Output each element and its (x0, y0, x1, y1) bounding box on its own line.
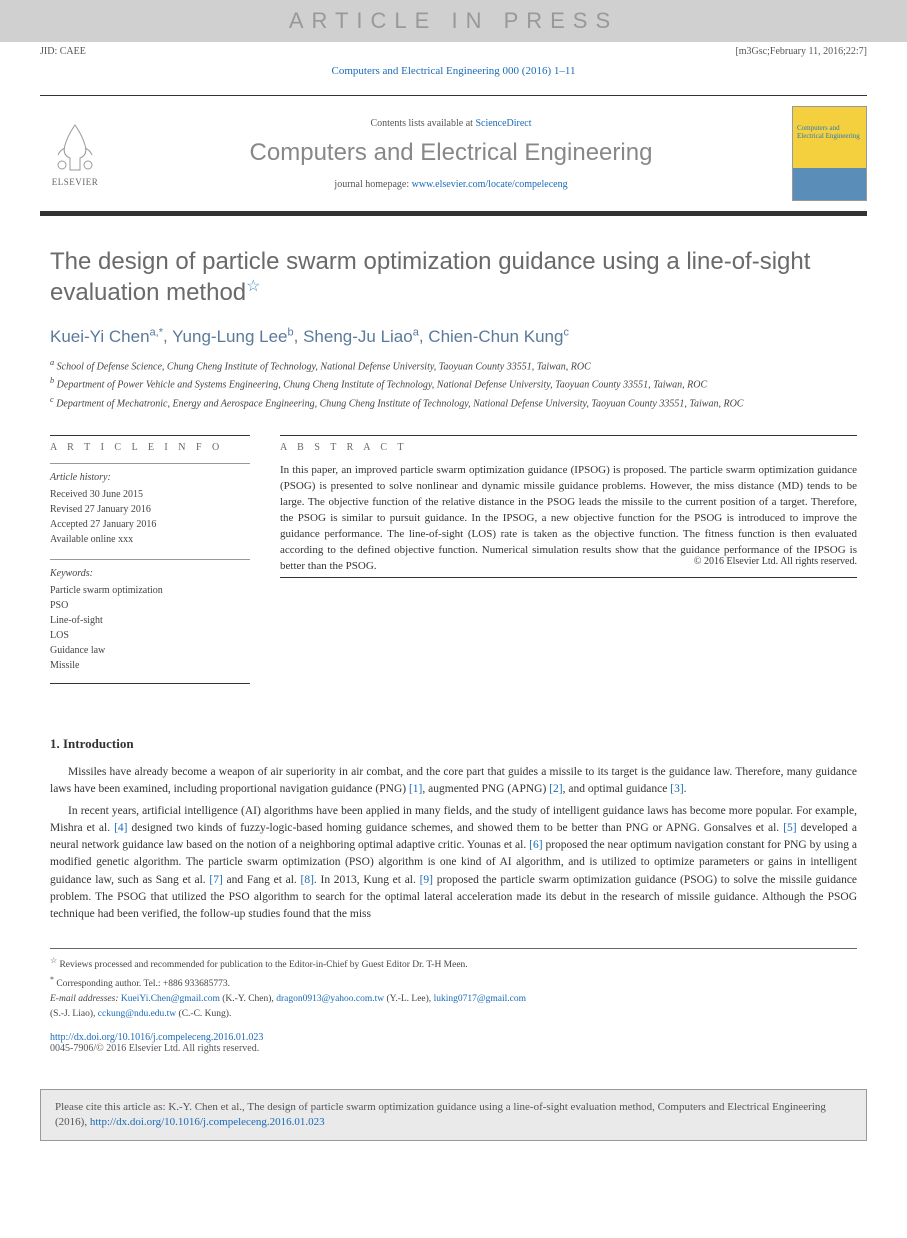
affiliation-a: a School of Defense Science, Chung Cheng… (50, 357, 857, 374)
journal-reference: Computers and Electrical Engineering 000… (0, 59, 907, 83)
ref-6[interactable]: [6] (529, 839, 542, 851)
elsevier-text: ELSEVIER (52, 177, 99, 187)
email-1[interactable]: KueiYi.Chen@gmail.com (121, 994, 220, 1004)
article-history-block: Article history: Received 30 June 2015 R… (50, 463, 250, 547)
received-date: Received 30 June 2015 (50, 487, 250, 502)
author-2[interactable]: Yung-Lung Leeb (172, 327, 293, 346)
keyword-6: Missile (50, 658, 250, 673)
abstract-text: In this paper, an improved particle swar… (280, 463, 857, 578)
keyword-3: Line-of-sight (50, 613, 250, 628)
author-3[interactable]: Sheng-Ju Liaoa (303, 327, 419, 346)
watermark-banner: ARTICLE IN PRESS (0, 0, 907, 42)
stamp-label: [m3Gsc;February 11, 2016;22:7] (735, 46, 867, 57)
online-date: Available online xxx (50, 532, 250, 547)
keywords-block: Keywords: Particle swarm optimization PS… (50, 559, 250, 684)
homepage-link[interactable]: www.elsevier.com/locate/compeleceng (412, 179, 568, 190)
title-star-icon: ☆ (246, 278, 260, 295)
authors-line: Kuei-Yi Chena,*, Yung-Lung Leeb, Sheng-J… (50, 326, 857, 347)
abstract-heading: A B S T R A C T (280, 435, 857, 453)
issn-copyright: 0045-7906/© 2016 Elsevier Ltd. All right… (50, 1043, 857, 1054)
elsevier-logo: ELSEVIER (40, 114, 110, 194)
affiliation-c: c Department of Mechatronic, Energy and … (50, 394, 857, 411)
ref-4[interactable]: [4] (114, 822, 127, 834)
journal-ref-link[interactable]: Computers and Electrical Engineering 000… (332, 65, 576, 77)
section-1-title: 1. Introduction (50, 736, 857, 752)
intro-para-2: In recent years, artificial intelligence… (50, 803, 857, 924)
citation-box: Please cite this article as: K.-Y. Chen … (40, 1089, 867, 1142)
abstract-column: A B S T R A C T In this paper, an improv… (280, 435, 857, 696)
jid-label: JID: CAEE (40, 46, 86, 57)
email-4[interactable]: cckung@ndu.edu.tw (98, 1009, 176, 1019)
doi-link[interactable]: http://dx.doi.org/10.1016/j.compeleceng.… (50, 1032, 263, 1043)
keyword-5: Guidance law (50, 643, 250, 658)
keyword-2: PSO (50, 598, 250, 613)
meta-row: JID: CAEE [m3Gsc;February 11, 2016;22:7] (0, 42, 907, 59)
ref-9[interactable]: [9] (420, 874, 433, 886)
accepted-date: Accepted 27 January 2016 (50, 517, 250, 532)
keywords-label: Keywords: (50, 566, 250, 581)
author-1[interactable]: Kuei-Yi Chena,* (50, 327, 163, 346)
homepage-line: journal homepage: www.elsevier.com/locat… (125, 179, 777, 190)
article-title: The design of particle swarm optimizatio… (50, 246, 857, 308)
author-4[interactable]: Chien-Chun Kungc (428, 327, 569, 346)
keyword-4: LOS (50, 628, 250, 643)
affiliations: a School of Defense Science, Chung Cheng… (50, 357, 857, 411)
revised-date: Revised 27 January 2016 (50, 502, 250, 517)
journal-header: ELSEVIER Contents lists available at Sci… (40, 95, 867, 216)
contents-line: Contents lists available at ScienceDirec… (125, 118, 777, 129)
affiliation-b: b Department of Power Vehicle and System… (50, 375, 857, 392)
email-2[interactable]: dragon0913@yahoo.com.tw (276, 994, 384, 1004)
email-3[interactable]: luking0717@gmail.com (434, 994, 526, 1004)
article-info-heading: A R T I C L E I N F O (50, 435, 250, 453)
footnote-star: ☆ Reviews processed and recommended for … (50, 955, 857, 972)
keyword-1: Particle swarm optimization (50, 583, 250, 598)
article-info-sidebar: A R T I C L E I N F O Article history: R… (50, 435, 250, 696)
history-label: Article history: (50, 470, 250, 485)
ref-2[interactable]: [2] (549, 783, 562, 795)
sciencedirect-link[interactable]: ScienceDirect (475, 118, 531, 129)
citation-doi-link[interactable]: http://dx.doi.org/10.1016/j.compeleceng.… (90, 1116, 325, 1128)
cover-bar (793, 168, 866, 200)
doi-block: http://dx.doi.org/10.1016/j.compeleceng.… (50, 1032, 857, 1054)
ref-7[interactable]: [7] (209, 874, 222, 886)
ref-1[interactable]: [1] (409, 783, 422, 795)
elsevier-tree-icon (50, 120, 100, 175)
footnotes: ☆ Reviews processed and recommended for … (50, 948, 857, 1021)
ref-8[interactable]: [8] (301, 874, 314, 886)
cover-title: Computers and Electrical Engineering (793, 107, 866, 140)
footnote-corresponding: * Corresponding author. Tel.: +886 93368… (50, 974, 857, 991)
ref-3[interactable]: [3] (670, 783, 683, 795)
intro-para-1: Missiles have already become a weapon of… (50, 764, 857, 799)
footnote-emails-2: (S.-J. Liao), cckung@ndu.edu.tw (C.-C. K… (50, 1007, 857, 1021)
footnote-emails: E-mail addresses: KueiYi.Chen@gmail.com … (50, 992, 857, 1006)
ref-5[interactable]: [5] (783, 822, 796, 834)
journal-name: Computers and Electrical Engineering (125, 139, 777, 167)
journal-cover-thumbnail: Computers and Electrical Engineering (792, 106, 867, 201)
